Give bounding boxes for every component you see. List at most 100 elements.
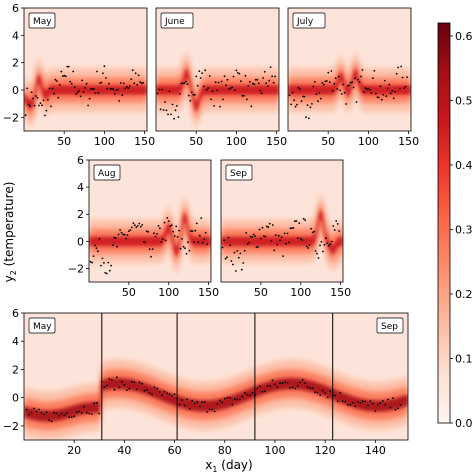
data-point — [370, 92, 373, 94]
data-point — [248, 81, 251, 83]
data-point — [226, 78, 229, 81]
data-point — [344, 400, 347, 403]
combined-frame — [23, 312, 409, 441]
data-point — [251, 82, 254, 85]
data-point — [173, 235, 176, 237]
data-point — [182, 82, 184, 85]
data-point — [382, 93, 385, 96]
data-point — [211, 90, 214, 92]
data-point — [139, 81, 142, 83]
data-point — [60, 70, 63, 73]
data-point — [141, 224, 144, 226]
data-point — [180, 82, 183, 85]
data-point — [192, 93, 195, 96]
data-point — [204, 69, 207, 72]
data-point — [107, 261, 110, 264]
data-point — [374, 410, 377, 412]
data-point — [238, 398, 241, 401]
data-point — [196, 400, 199, 403]
data-point — [178, 403, 181, 406]
data-point — [153, 386, 156, 389]
data-point — [103, 65, 106, 68]
data-point — [101, 257, 104, 260]
data-point — [263, 235, 265, 237]
data-point — [304, 219, 307, 222]
month-label-box — [28, 12, 56, 29]
data-point — [158, 88, 161, 91]
data-point — [87, 104, 89, 107]
month-label-box — [28, 317, 56, 334]
data-point — [346, 85, 349, 87]
panel-frame — [155, 7, 280, 132]
panel-plot-area — [156, 8, 279, 131]
data-point — [229, 244, 231, 247]
data-point — [163, 390, 166, 393]
panel-frame — [220, 159, 344, 283]
colorbar-tick-label: 0.3 — [455, 223, 473, 236]
data-point — [85, 82, 88, 85]
combined-plot-area — [24, 313, 408, 440]
data-point — [181, 399, 184, 401]
data-point — [53, 411, 55, 414]
data-point — [45, 109, 48, 112]
data-point — [67, 65, 70, 68]
data-point — [206, 411, 209, 413]
data-point — [208, 75, 211, 77]
data-point — [121, 94, 124, 96]
data-point — [203, 401, 206, 403]
data-point — [388, 83, 391, 86]
data-point — [195, 222, 198, 225]
data-point — [171, 103, 174, 106]
data-point — [78, 90, 80, 92]
data-point — [131, 69, 134, 72]
data-point — [189, 99, 192, 102]
data-point — [51, 87, 54, 90]
data-point — [339, 89, 342, 92]
data-point — [366, 88, 368, 91]
data-point — [137, 74, 140, 77]
data-point — [98, 237, 101, 240]
data-point — [327, 71, 330, 74]
data-point — [333, 82, 336, 85]
data-point — [204, 231, 207, 234]
data-point — [267, 226, 270, 229]
data-point — [32, 97, 34, 100]
x-tick-label: 150 — [198, 286, 219, 299]
data-point — [160, 241, 163, 243]
data-point — [179, 247, 182, 250]
data-point — [135, 226, 138, 229]
x-tick-label: 100 — [158, 286, 179, 299]
data-point — [274, 383, 276, 386]
x-tick-label: 50 — [189, 135, 203, 148]
data-point — [257, 245, 259, 248]
data-point — [50, 105, 52, 108]
data-point — [244, 391, 246, 394]
data-point — [167, 113, 169, 116]
data-point — [57, 96, 60, 99]
data-point — [325, 80, 328, 82]
data-point — [153, 232, 155, 235]
x-tick-label: 100 — [264, 444, 285, 457]
data-point — [317, 100, 319, 103]
data-point — [266, 385, 269, 387]
data-point — [201, 72, 204, 74]
data-point — [232, 263, 234, 266]
data-point — [323, 243, 326, 246]
data-point — [61, 75, 64, 77]
data-point — [141, 382, 143, 385]
month-label-june: June — [160, 12, 194, 29]
data-point — [75, 411, 78, 413]
data-point — [171, 395, 174, 397]
data-point — [108, 378, 111, 380]
data-point — [182, 245, 185, 248]
data-point — [54, 78, 57, 81]
y-tick-label: 2 — [77, 208, 84, 221]
data-point — [58, 414, 60, 417]
data-point — [329, 390, 332, 393]
data-point — [144, 241, 147, 244]
data-point — [314, 391, 316, 394]
data-point — [72, 70, 75, 73]
colorbar-tick-label: 0.0 — [455, 417, 473, 430]
data-point — [190, 91, 193, 93]
data-point — [48, 87, 51, 90]
